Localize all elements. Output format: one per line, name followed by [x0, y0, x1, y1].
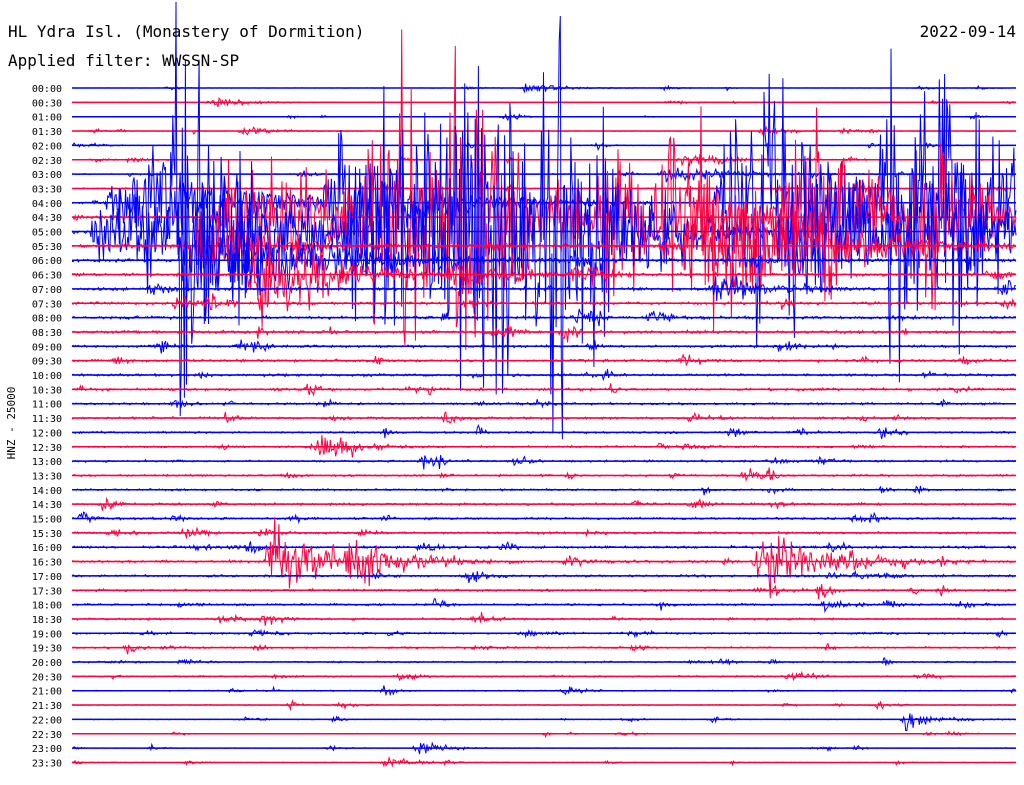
seismic-traces: [71, 1, 1017, 768]
time-label: 08:30: [32, 328, 62, 339]
time-label: 14:30: [32, 500, 62, 511]
time-label: 22:00: [32, 715, 62, 726]
time-label: 19:30: [32, 644, 62, 655]
time-label: 21:00: [32, 687, 62, 698]
time-label: 10:00: [32, 371, 62, 382]
filter-label: Applied filter: WWSSN-SP: [8, 51, 239, 70]
time-label: 23:30: [32, 758, 62, 769]
time-labels: 00:00 00:30 01:00 01:30 02:00 02:30 03:00 03:30…: [32, 84, 62, 769]
time-label: 18:30: [32, 615, 62, 626]
time-label: 09:00: [32, 342, 62, 353]
time-label: 11:00: [32, 400, 62, 411]
time-label: 15:30: [32, 529, 62, 540]
time-label: 00:30: [32, 98, 62, 109]
time-label: 00:00: [32, 84, 62, 95]
time-label: 02:30: [32, 156, 62, 167]
trace-row-1930: [71, 642, 1017, 655]
trace-row-0600: [71, 186, 1017, 325]
time-label: 02:00: [32, 141, 62, 152]
time-label: 14:00: [32, 486, 62, 497]
trace-row-0830: [71, 325, 1016, 343]
time-label: 15:00: [32, 515, 62, 526]
trace-row-1300: [71, 454, 1017, 470]
time-label: 12:00: [32, 428, 62, 439]
time-label: 11:30: [32, 414, 62, 425]
time-label: 06:30: [32, 271, 62, 282]
time-label: 20:00: [32, 658, 62, 669]
time-label: 13:00: [32, 457, 62, 468]
trace-row-1700: [71, 569, 1017, 583]
time-label: 04:30: [32, 213, 62, 224]
time-label: 03:30: [32, 184, 62, 195]
trace-row-1630: [71, 517, 1016, 599]
time-label: 09:30: [32, 357, 62, 368]
time-label: 03:00: [32, 170, 62, 181]
time-label: 18:00: [32, 601, 62, 612]
time-label: 17:00: [32, 572, 62, 583]
date-label: 2022-09-14: [920, 22, 1016, 41]
trace-row-1730: [71, 584, 1017, 600]
time-label: 20:30: [32, 672, 62, 683]
time-label: 01:30: [32, 127, 62, 138]
channel-label: HNZ - 25000: [5, 387, 18, 460]
time-label: 23:00: [32, 744, 62, 755]
time-label: 19:00: [32, 629, 62, 640]
time-label: 08:00: [32, 314, 62, 325]
time-label: 17:30: [32, 586, 62, 597]
time-label: 06:00: [32, 256, 62, 267]
station-title: HL Ydra Isl. (Monastery of Dormition): [8, 22, 364, 41]
time-label: 13:30: [32, 471, 62, 482]
trace-row-0730: [71, 293, 1017, 311]
time-label: 21:30: [32, 701, 62, 712]
time-label: 16:00: [32, 543, 62, 554]
trace-row-2200: [71, 713, 1017, 732]
trace-row-1500: [71, 511, 1017, 525]
time-label: 12:30: [32, 443, 62, 454]
time-label: 04:00: [32, 199, 62, 210]
time-label: 05:00: [32, 228, 62, 239]
time-label: 22:30: [32, 730, 62, 741]
trace-row-1330: [71, 467, 1017, 482]
time-label: 07:00: [32, 285, 62, 296]
time-label: 10:30: [32, 385, 62, 396]
time-label: 05:30: [32, 242, 62, 253]
time-label: 01:00: [32, 113, 62, 124]
time-label: 07:30: [32, 299, 62, 310]
time-label: 16:30: [32, 558, 62, 569]
trace-row-1400: [71, 485, 1017, 496]
